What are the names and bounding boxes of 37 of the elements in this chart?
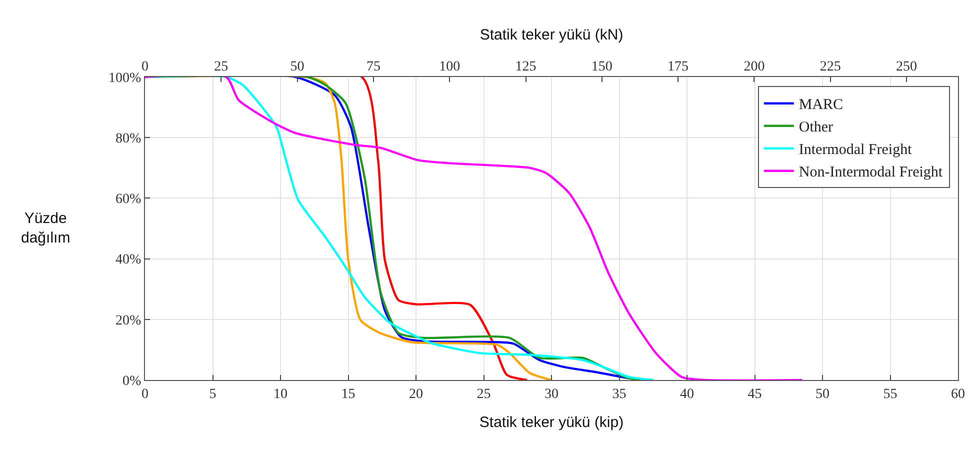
y-tick-label: 0% bbox=[122, 374, 142, 389]
x2-tick-label: 0 bbox=[142, 59, 148, 74]
y-tick-label: 60% bbox=[116, 192, 142, 208]
x2-tick-label: 25 bbox=[214, 59, 228, 74]
x-tick-label: 5 bbox=[209, 386, 216, 402]
legend-label: MARC bbox=[798, 97, 844, 114]
legend-label: Non-Intermodal Freight bbox=[798, 164, 944, 181]
x2-tick-label: 75 bbox=[366, 59, 380, 74]
y-tick-label: 100% bbox=[108, 70, 142, 86]
x2-tick-label: 250 bbox=[896, 59, 918, 74]
x-tick-label: 30 bbox=[544, 386, 558, 402]
x-tick-label: 25 bbox=[476, 386, 491, 402]
x-tick-label: 55 bbox=[883, 386, 898, 402]
x2-tick-label: 50 bbox=[290, 59, 304, 74]
legend-label: Other bbox=[798, 120, 834, 136]
x2-tick-label: 225 bbox=[820, 59, 841, 74]
x-tick-label: 40 bbox=[680, 386, 694, 402]
x2-tick-label: 175 bbox=[668, 59, 689, 74]
x-tick-label: 20 bbox=[409, 386, 423, 402]
y-axis-title: Yüzde dağılım bbox=[21, 210, 70, 246]
x2-tick-label: 200 bbox=[744, 59, 765, 74]
x-axis-title: Statik teker yükü (kip) bbox=[479, 414, 624, 431]
x2-tick-label: 150 bbox=[591, 59, 612, 74]
legend-label: Intermodal Freight bbox=[798, 142, 913, 158]
y-tick-label: 80% bbox=[116, 132, 142, 146]
x2-tick-label: 100 bbox=[439, 59, 460, 74]
x-tick-label: 45 bbox=[748, 386, 762, 402]
x-tick-label: 0 bbox=[142, 386, 148, 402]
x-tick-label: 60 bbox=[951, 386, 965, 402]
y-tick-label: 40% bbox=[116, 252, 142, 268]
x2-axis-title: Statik teker yükü (kN) bbox=[480, 26, 624, 44]
x-tick-label: 15 bbox=[341, 386, 356, 402]
x-tick-label: 50 bbox=[816, 386, 830, 402]
y-tick-label: 20% bbox=[116, 313, 142, 328]
x-tick-label: 35 bbox=[612, 386, 626, 402]
x2-tick-label: 125 bbox=[515, 59, 536, 74]
x-tick-label: 10 bbox=[274, 386, 288, 402]
